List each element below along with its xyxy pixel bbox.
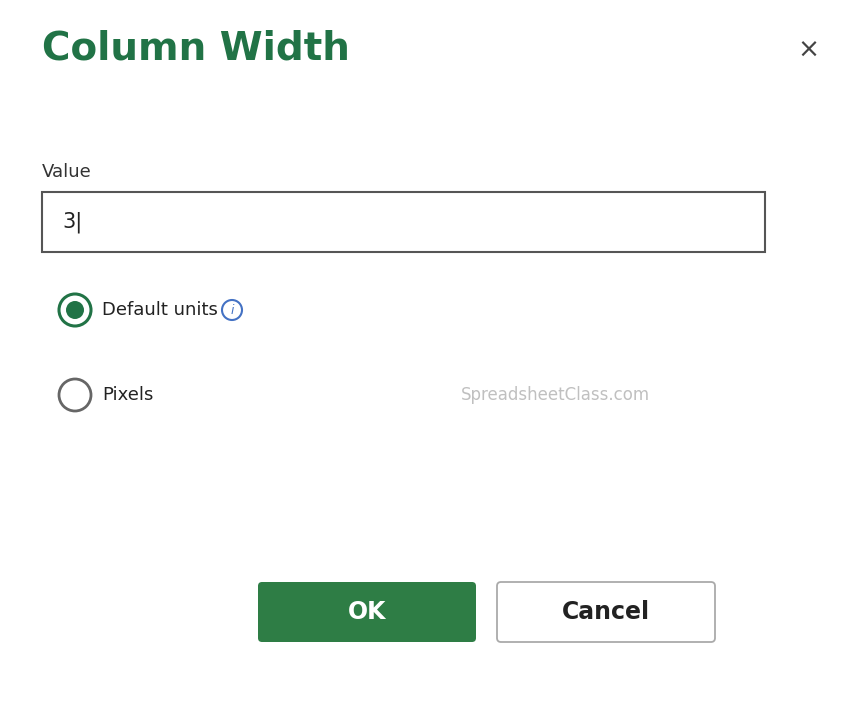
Text: ×: × <box>797 38 819 64</box>
Text: Default units: Default units <box>102 301 218 319</box>
Circle shape <box>222 300 242 320</box>
FancyBboxPatch shape <box>42 192 765 252</box>
Text: Value: Value <box>42 163 91 181</box>
Text: Cancel: Cancel <box>562 600 650 624</box>
FancyBboxPatch shape <box>497 582 715 642</box>
Text: i: i <box>230 304 234 317</box>
FancyBboxPatch shape <box>258 582 476 642</box>
Text: Column Width: Column Width <box>42 30 350 68</box>
Text: Pixels: Pixels <box>102 386 153 404</box>
Circle shape <box>66 301 84 319</box>
Text: 3|: 3| <box>62 211 82 233</box>
Circle shape <box>59 379 91 411</box>
Text: OK: OK <box>348 600 386 624</box>
Circle shape <box>59 294 91 326</box>
Text: SpreadsheetClass.com: SpreadsheetClass.com <box>461 386 650 404</box>
